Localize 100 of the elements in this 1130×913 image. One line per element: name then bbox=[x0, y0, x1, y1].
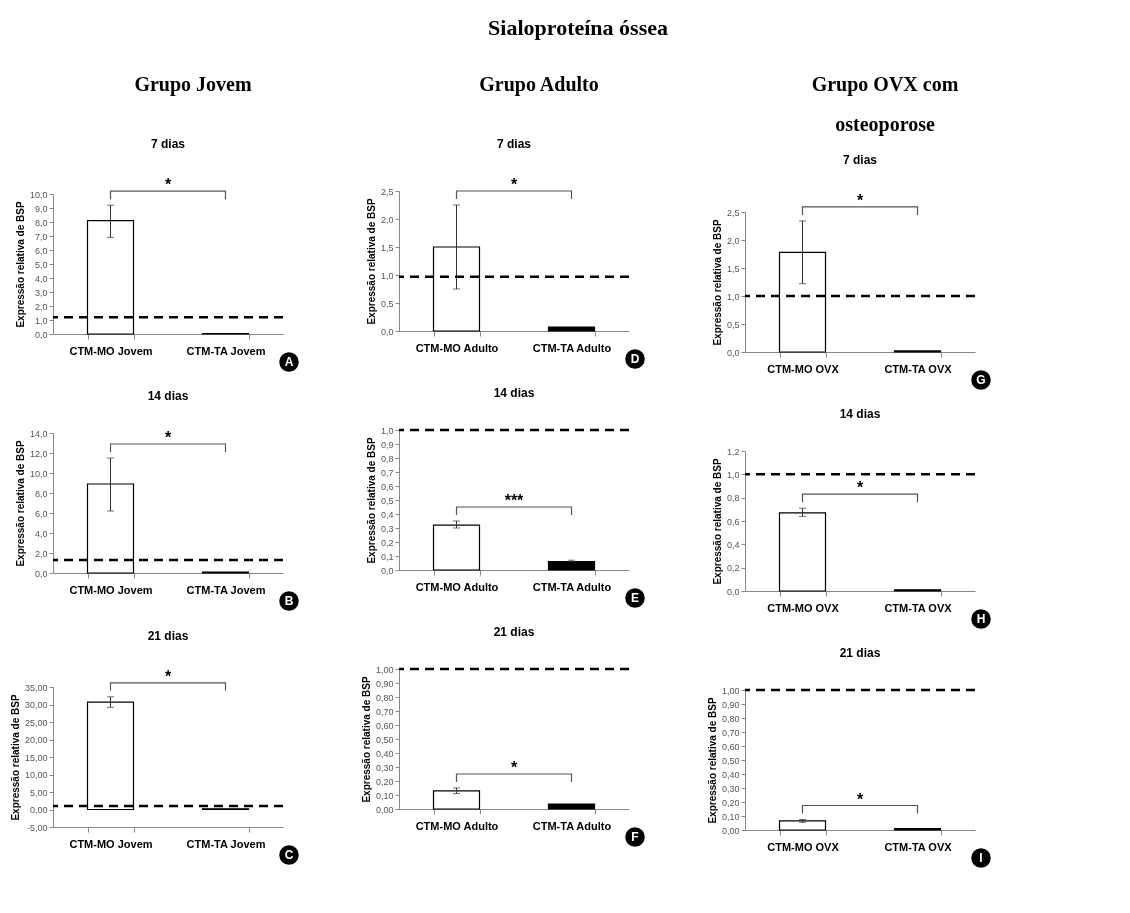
y-tick-label: 1,00 bbox=[375, 664, 394, 675]
y-tick-label: 0,8 bbox=[726, 493, 740, 504]
x-tick-label: CTM-TA Adulto bbox=[532, 341, 612, 354]
x-tick-label: CTM-MO Adulto bbox=[415, 580, 499, 593]
y-tick-label: 0,4 bbox=[726, 539, 740, 550]
x-tick-label: CTM-MO Adulto bbox=[415, 341, 499, 354]
y-tick-label: 0,0 bbox=[380, 565, 394, 576]
y-tick-label: 1,5 bbox=[380, 242, 394, 253]
y-tick-label: 0,90 bbox=[721, 699, 740, 710]
y-tick-label: 12,0 bbox=[29, 448, 48, 459]
y-tick-label: 0,80 bbox=[721, 713, 740, 724]
y-tick-label: 0,70 bbox=[375, 706, 394, 717]
text: * bbox=[164, 667, 172, 685]
y-tick-label: 0,10 bbox=[721, 811, 740, 822]
chart-subtitle: Grupo OVX com osteoporose bbox=[811, 73, 959, 136]
annotation: * bbox=[510, 176, 518, 193]
y-tick-label: 15,00 bbox=[24, 752, 48, 763]
y-axis-title: Expressão relativa de BSP bbox=[365, 437, 377, 564]
y-tick-label: 14,0 bbox=[29, 428, 48, 439]
y-tick-label: 7,0 bbox=[34, 231, 48, 242]
annotation: * bbox=[856, 790, 864, 808]
y-tick-label: 0,0 bbox=[34, 568, 48, 579]
x-tick-label: CTM-TA Adulto bbox=[532, 580, 612, 593]
x-tick-label: CTM-MO Adulto bbox=[415, 819, 499, 832]
chart-title: 7 dias bbox=[150, 137, 186, 152]
text: E bbox=[630, 591, 640, 605]
chart-subtitle: Grupo Adulto bbox=[479, 73, 599, 96]
y-tick-label: 1,5 bbox=[726, 263, 740, 274]
x-tick-label: CTM-MO Jovem bbox=[69, 837, 153, 850]
y-tick-label: 4,0 bbox=[34, 528, 48, 539]
y-tick-label: 2,5 bbox=[380, 186, 394, 197]
y-tick-label: 2,0 bbox=[34, 548, 48, 559]
y-tick-label: 30,00 bbox=[24, 700, 48, 710]
y-tick-label: 1,0 bbox=[380, 425, 394, 436]
chart-title: 7 dias bbox=[842, 152, 878, 167]
y-tick-label: 10,0 bbox=[29, 468, 48, 479]
y-tick-label: 1,0 bbox=[726, 469, 740, 480]
y-tick-label: 0,0 bbox=[34, 329, 48, 340]
y-tick-label: 5,0 bbox=[34, 259, 48, 270]
y-tick-label: 8,0 bbox=[34, 217, 48, 228]
y-tick-label: 2,5 bbox=[726, 207, 740, 218]
y-tick-label: 0,00 bbox=[721, 825, 740, 836]
y-tick-label: 0,2 bbox=[380, 537, 394, 548]
x-tick-label: CTM-MO OVX bbox=[767, 362, 840, 375]
text: * bbox=[164, 176, 172, 194]
y-tick-label: 0,6 bbox=[726, 516, 740, 527]
y-tick-label: 0,40 bbox=[375, 748, 394, 759]
annotation: * bbox=[856, 479, 864, 497]
x-tick-label: CTM-TA OVX bbox=[884, 840, 953, 853]
y-tick-label: 0,1 bbox=[380, 551, 394, 562]
y-tick-label: 0,00 bbox=[29, 805, 48, 815]
chart-title: 14 dias bbox=[493, 386, 535, 400]
y-tick-label: 1,2 bbox=[726, 446, 740, 457]
y-tick-label: 2,0 bbox=[726, 235, 740, 246]
y-tick-label: 2,0 bbox=[34, 301, 48, 312]
y-tick-label: 35,00 bbox=[24, 682, 48, 693]
x-tick-label: CTM-MO OVX bbox=[767, 601, 840, 614]
chart-title: 7 dias bbox=[496, 137, 532, 151]
x-tick-label: CTM-TA Adulto bbox=[532, 819, 612, 832]
text: A bbox=[284, 355, 294, 369]
y-tick-label: 0,2 bbox=[726, 563, 740, 574]
text: F bbox=[631, 830, 639, 844]
y-axis-title: Expressão relativa de BSP bbox=[9, 694, 21, 821]
y-tick-label: 0,50 bbox=[375, 734, 394, 745]
x-tick-label: CTM-TA OVX bbox=[884, 362, 953, 375]
y-tick-label: 2,0 bbox=[380, 214, 394, 225]
y-tick-label: 25,00 bbox=[24, 717, 48, 728]
chart-title: 14 dias bbox=[147, 389, 189, 403]
chart-title: 21 dias bbox=[147, 628, 189, 643]
y-tick-label: 0,6 bbox=[380, 481, 394, 492]
y-tick-label: 1,0 bbox=[380, 270, 394, 281]
y-tick-label: 9,0 bbox=[34, 203, 48, 214]
chart-title: 21 dias bbox=[839, 646, 881, 660]
annotation: *** bbox=[504, 492, 525, 509]
x-tick-label: CTM-TA Jovem bbox=[186, 344, 266, 357]
y-tick-label: 0,50 bbox=[721, 755, 740, 766]
text: H bbox=[976, 612, 986, 626]
y-tick-label: 0,5 bbox=[380, 495, 394, 506]
x-tick-label: CTM-TA OVX bbox=[884, 601, 953, 614]
y-tick-label: 10,00 bbox=[24, 770, 48, 780]
y-tick-label: 0,40 bbox=[721, 769, 740, 780]
text: G bbox=[976, 373, 986, 387]
y-axis-title: Expressão relativa de BSP bbox=[711, 219, 723, 346]
y-tick-label: 0,90 bbox=[375, 678, 394, 689]
y-tick-label: 6,0 bbox=[34, 508, 48, 519]
y-tick-label: 0,9 bbox=[380, 439, 394, 450]
x-tick-label: CTM-MO Jovem bbox=[69, 344, 153, 357]
text: C bbox=[284, 848, 294, 862]
y-tick-label: 0,20 bbox=[375, 776, 394, 787]
y-tick-label: 6,0 bbox=[34, 245, 48, 256]
y-tick-label: 0,60 bbox=[721, 741, 740, 752]
annotation: * bbox=[164, 429, 172, 446]
text: Sialoproteína óssea bbox=[488, 15, 668, 40]
y-tick-label: 1,0 bbox=[726, 291, 740, 302]
y-tick-label: 0,3 bbox=[380, 523, 394, 534]
y-tick-label: 0,0 bbox=[726, 586, 740, 597]
y-tick-label: 0,10 bbox=[375, 790, 394, 801]
chart-title: 14 dias bbox=[839, 407, 881, 421]
x-tick-label: CTM-MO Jovem bbox=[69, 583, 153, 596]
y-tick-label: 0,4 bbox=[380, 509, 394, 520]
